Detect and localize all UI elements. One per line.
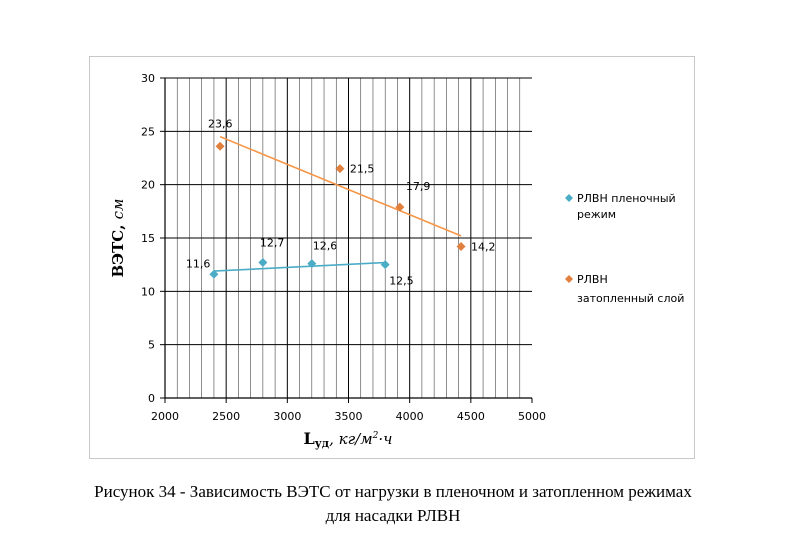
y-tick-label: 10: [141, 285, 155, 298]
chart-svg: 0 5 10 15 20 25 30 2000 2500 3000 3500 4000 4500 5000…: [109, 72, 684, 450]
data-label-s2: 14,2: [471, 241, 496, 254]
legend: РЛВН пленочный режим РЛВН затопленный слой: [565, 192, 684, 305]
legend-label-2: РЛВН: [577, 273, 608, 286]
data-label-s1: 12,6: [313, 240, 338, 253]
data-label-s2: 21,5: [350, 163, 375, 176]
caption-line-2: для насадки РЛВН: [325, 506, 461, 525]
data-point-s1: [258, 258, 268, 268]
trendline-1: [213, 261, 386, 272]
data-markers: [209, 141, 466, 279]
data-label-s1: 11,6: [186, 257, 211, 270]
legend-marker-1: [565, 194, 573, 202]
x-tick-label: 3500: [335, 410, 363, 423]
grid-lines: [165, 77, 532, 398]
y-tick-label: 15: [141, 232, 155, 245]
caption-line-1: Рисунок 34 - Зависимость ВЭТС от нагрузк…: [94, 482, 692, 501]
x-axis-title: Lуд, кг/м2·ч: [303, 429, 392, 450]
y-axis-title-text: ВЭТС, см: [109, 199, 127, 278]
y-tick-label: 0: [148, 392, 155, 405]
data-point-s2: [215, 141, 225, 151]
figure-caption: Рисунок 34 - Зависимость ВЭТС от нагрузк…: [0, 480, 786, 528]
x-axis-title-unit: , кг/м: [329, 430, 373, 448]
data-point-s2: [395, 202, 405, 212]
x-axis-title-sup: 2: [372, 431, 379, 441]
data-label-s1: 12,5: [389, 275, 414, 288]
x-tick-label: 2000: [151, 410, 179, 423]
x-tick-label: 3000: [273, 410, 301, 423]
chart-frame: 0 5 10 15 20 25 30 2000 2500 3000 3500 4000 4500 5000…: [89, 56, 695, 459]
y-tick-label: 20: [141, 179, 155, 192]
legend-label-1: режим: [577, 208, 616, 221]
data-label-s2: 23,6: [208, 117, 233, 130]
y-axis-title-main: ВЭТС,: [109, 219, 127, 277]
tick-labels: 0 5 10 15 20 25 30 2000 2500 3000 3500 4000 4500 5000: [141, 72, 546, 423]
data-label-s2: 17,9: [406, 180, 431, 193]
y-axis-title-unit: см: [109, 199, 127, 220]
trendline-2: [219, 135, 462, 237]
data-point-s1: [307, 259, 317, 269]
y-tick-label: 25: [141, 125, 155, 138]
data-label-s1: 12,7: [260, 237, 285, 250]
x-axis-title-text: Lуд, кг/м2·ч: [303, 429, 392, 450]
trendlines: [213, 135, 462, 272]
x-tick-label: 2500: [212, 410, 240, 423]
y-tick-label: 5: [148, 339, 155, 352]
x-axis-title-sub: уд: [315, 437, 329, 450]
x-tick-label: 4500: [457, 410, 485, 423]
data-labels: 11,6 12,7 12,6 12,5 23,6 21,5 17,9 14,2: [186, 117, 496, 287]
legend-label-1: РЛВН пленочный: [577, 192, 676, 205]
data-point-s1: [380, 260, 390, 270]
x-axis-title-end: ·ч: [378, 430, 392, 448]
legend-label-2: затопленный слой: [577, 292, 684, 305]
data-point-s1: [209, 269, 219, 279]
axes: [160, 77, 533, 403]
y-tick-label: 30: [141, 72, 155, 85]
legend-marker-2: [565, 275, 573, 283]
y-axis-title: ВЭТС, см: [109, 199, 127, 278]
data-point-s2: [335, 164, 345, 174]
x-tick-label: 5000: [518, 410, 546, 423]
data-point-s2: [456, 242, 466, 252]
x-axis-title-main: L: [303, 429, 314, 448]
x-tick-label: 4000: [396, 410, 424, 423]
